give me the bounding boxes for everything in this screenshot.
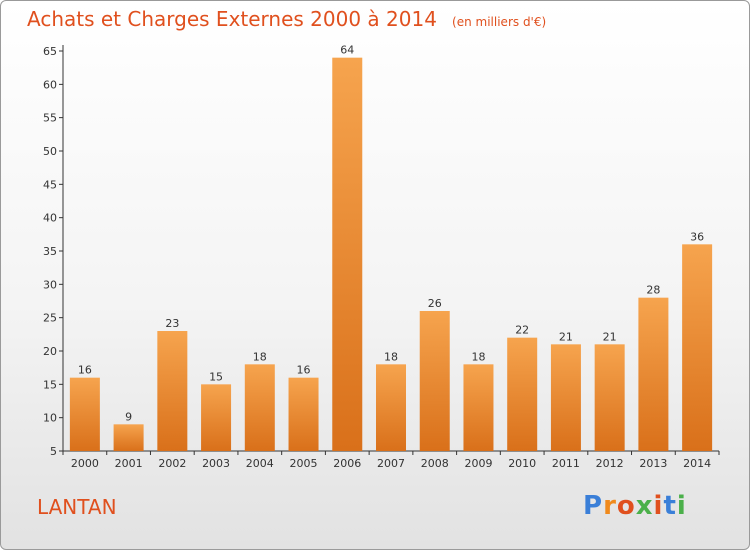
chart-title: Achats et Charges Externes 2000 à 2014 xyxy=(27,7,437,31)
value-label: 22 xyxy=(515,324,529,337)
y-tick-label: 25 xyxy=(43,312,57,325)
value-label: 21 xyxy=(559,330,573,343)
y-tick-label: 65 xyxy=(43,45,57,58)
bar xyxy=(638,297,669,451)
chart-subtitle: (en milliers d'€) xyxy=(452,15,547,29)
value-label: 16 xyxy=(78,364,92,377)
value-label: 18 xyxy=(471,350,485,363)
bar xyxy=(463,364,494,451)
x-tick-label: 2013 xyxy=(639,457,667,470)
x-tick-label: 2005 xyxy=(290,457,318,470)
logo-letter: i xyxy=(653,491,664,521)
bar xyxy=(682,244,713,451)
x-tick-label: 2000 xyxy=(71,457,99,470)
x-tick-label: 2009 xyxy=(464,457,492,470)
value-labels: 16 9 23 15 18 16 64 18 26 18 22 21 21 28 36 xyxy=(78,44,704,424)
x-tick-label: 2011 xyxy=(552,457,580,470)
x-tick-label: 2004 xyxy=(246,457,274,470)
y-tick-label: 15 xyxy=(43,378,57,391)
bar xyxy=(288,377,319,451)
y-tick-label: 35 xyxy=(43,245,57,258)
bar xyxy=(376,364,406,451)
value-label: 18 xyxy=(253,350,267,363)
bar xyxy=(69,377,100,451)
bar xyxy=(201,384,232,451)
x-tick-label: 2008 xyxy=(421,457,449,470)
proxiti-logo: Proxiti xyxy=(583,491,687,521)
logo-letter: P xyxy=(583,491,604,521)
logo-letter: i xyxy=(676,491,687,521)
y-tick-label: 40 xyxy=(43,212,57,225)
value-label: 23 xyxy=(165,317,179,330)
value-label: 18 xyxy=(384,350,398,363)
value-label: 36 xyxy=(690,230,704,243)
x-tick-label: 2010 xyxy=(508,457,536,470)
axes: 5 10 15 20 25 30 35 40 45 50 55 60 65 2000 2001 2002 200… xyxy=(43,45,720,470)
bar xyxy=(157,331,188,451)
bar xyxy=(113,424,144,451)
bar xyxy=(419,311,450,451)
value-label: 64 xyxy=(340,44,354,57)
x-tick-label: 2012 xyxy=(596,457,624,470)
logo-letter: o xyxy=(616,491,636,521)
x-tick-label: 2002 xyxy=(158,457,186,470)
bars xyxy=(69,57,713,452)
y-tick-label: 45 xyxy=(43,178,57,191)
logo-letter: t xyxy=(663,491,677,521)
x-tick-label: 2007 xyxy=(377,457,405,470)
bar xyxy=(594,344,625,451)
bar xyxy=(550,344,581,451)
value-label: 9 xyxy=(125,410,132,423)
value-label: 28 xyxy=(646,284,660,297)
value-label: 21 xyxy=(603,330,617,343)
y-tick-label: 60 xyxy=(43,78,57,91)
logo-letter: r xyxy=(603,491,617,521)
chart-title-block: Achats et Charges Externes 2000 à 2014 (… xyxy=(27,7,546,31)
y-tick-label: 30 xyxy=(43,278,57,291)
x-tick-label: 2006 xyxy=(333,457,361,470)
location-label: LANTAN xyxy=(37,495,117,519)
value-label: 26 xyxy=(428,297,442,310)
y-tick-label: 5 xyxy=(50,445,57,458)
value-label: 15 xyxy=(209,370,223,383)
y-tick-label: 50 xyxy=(43,145,57,158)
x-tick-label: 2001 xyxy=(115,457,143,470)
logo-letter: x xyxy=(635,491,654,521)
x-tick-label: 2003 xyxy=(202,457,230,470)
value-label: 16 xyxy=(297,364,311,377)
bar xyxy=(507,337,538,451)
y-tick-label: 20 xyxy=(43,345,57,358)
y-tick-label: 55 xyxy=(43,112,57,125)
y-tick-label: 10 xyxy=(43,412,57,425)
bar xyxy=(244,364,275,451)
x-tick-label: 2014 xyxy=(683,457,711,470)
bar xyxy=(332,57,363,452)
